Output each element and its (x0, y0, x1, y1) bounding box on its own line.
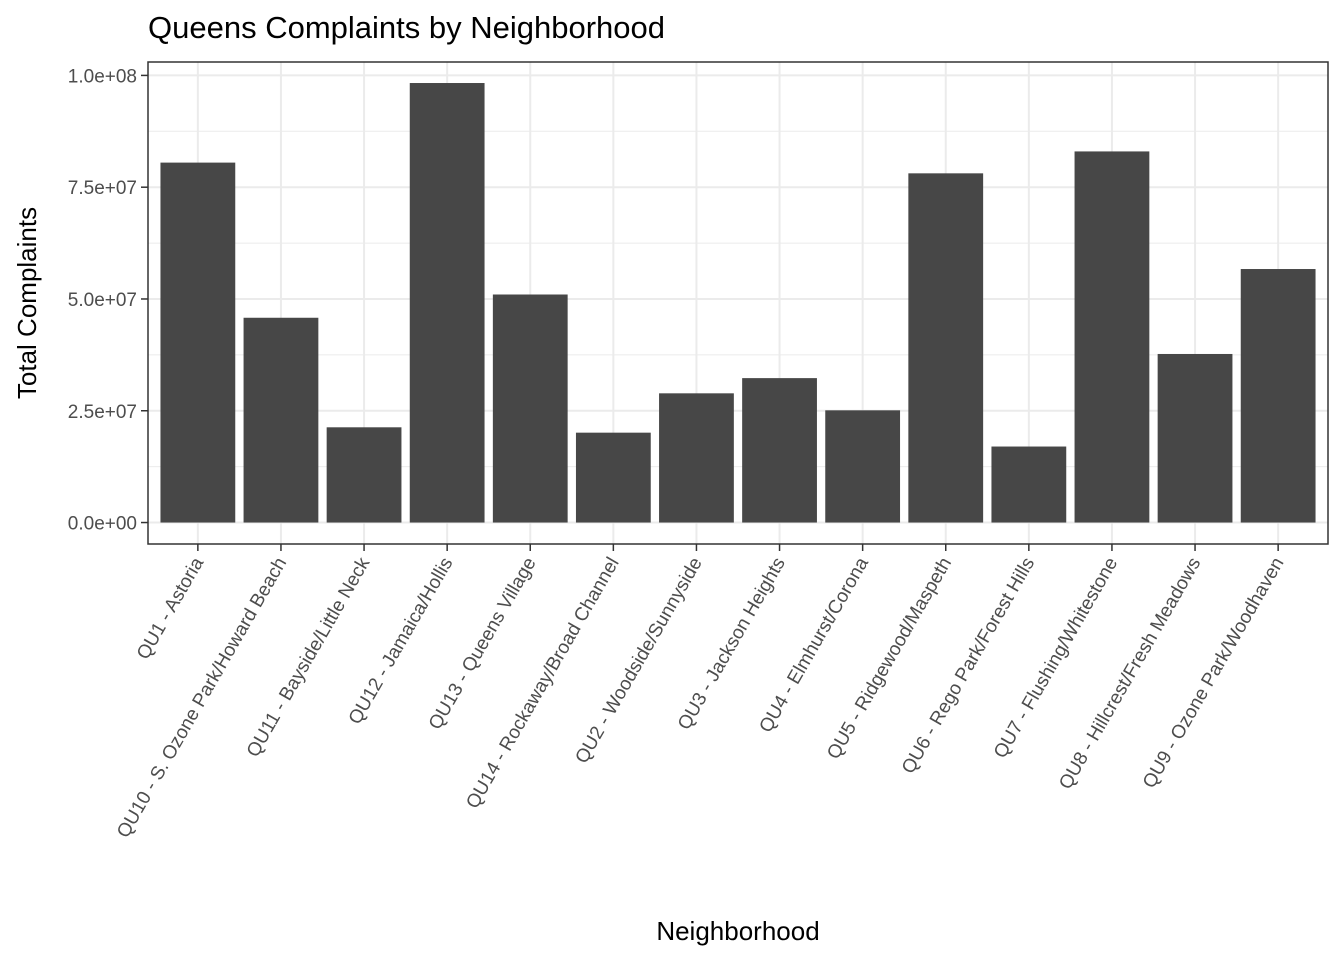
x-tick-label: QU10 - S. Ozone Park/Howard Beach (113, 554, 291, 842)
bar (742, 378, 817, 523)
x-tick-label: QU14 - Rockaway/Broad Channel (462, 554, 623, 812)
plot-area (147, 61, 1329, 545)
y-tick-label: 1.0e+08 (68, 66, 137, 87)
y-tick-label: 2.5e+07 (68, 402, 137, 423)
bar (991, 446, 1067, 523)
x-tick-label: QU8 - Hillcrest/Fresh Meadows (1055, 554, 1205, 793)
bar (160, 162, 236, 523)
bar (575, 432, 651, 523)
y-tick-label: 5.0e+07 (68, 290, 137, 311)
bar (1157, 353, 1233, 523)
x-tick-label: QU9 - Ozone Park/Woodhaven (1139, 554, 1288, 792)
bar (326, 427, 402, 523)
y-axis-title: Total Complaints (12, 207, 42, 399)
panel-background (148, 62, 1328, 544)
bar (659, 393, 734, 523)
chart-title: Queens Complaints by Neighborhood (148, 10, 665, 45)
bar (1074, 151, 1150, 523)
x-axis-title: Neighborhood (656, 916, 819, 946)
panel-border (147, 61, 1329, 545)
bar (1240, 269, 1316, 523)
bar (243, 317, 319, 523)
bar (409, 83, 485, 523)
bar (492, 294, 568, 523)
x-tick-label: QU1 - Astoria (133, 554, 208, 664)
bar (908, 173, 984, 523)
y-tick-label: 0.0e+00 (68, 514, 137, 535)
y-axis: 0.0e+00 2.5e+07 5.0e+07 7.5e+07 1.0e+08 (68, 66, 148, 535)
bar (825, 410, 901, 523)
y-tick-label: 7.5e+07 (68, 178, 137, 199)
